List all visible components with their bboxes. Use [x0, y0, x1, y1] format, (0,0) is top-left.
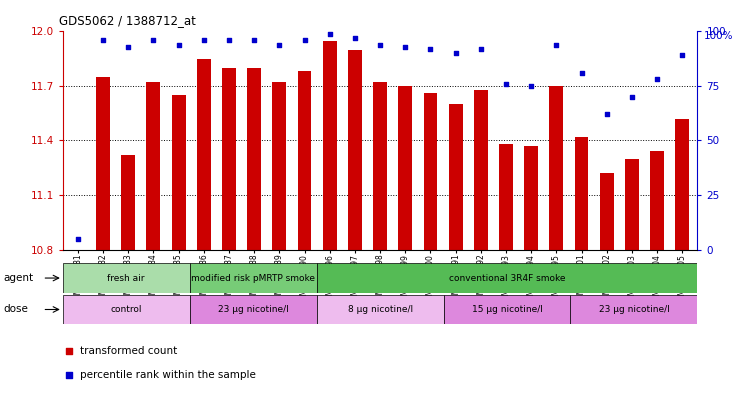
Bar [675, 119, 689, 250]
Point [626, 94, 638, 100]
Bar [146, 82, 160, 250]
Text: fresh air: fresh air [108, 274, 145, 283]
Point [576, 70, 587, 76]
Point [148, 37, 159, 43]
Bar [474, 90, 488, 250]
Bar [96, 77, 110, 250]
Bar [63, 295, 190, 324]
Text: percentile rank within the sample: percentile rank within the sample [80, 370, 256, 380]
Bar [570, 295, 697, 324]
Point [551, 41, 562, 48]
Text: modified risk pMRTP smoke: modified risk pMRTP smoke [191, 274, 315, 283]
Bar [625, 159, 639, 250]
Point [475, 46, 487, 52]
Point [324, 31, 336, 37]
Point [525, 83, 537, 89]
Text: 15 μg nicotine/l: 15 μg nicotine/l [472, 305, 542, 314]
Bar [399, 86, 413, 250]
Point [63, 372, 75, 378]
Bar [323, 40, 337, 250]
Text: dose: dose [4, 304, 29, 314]
Bar [63, 263, 190, 293]
Text: conventional 3R4F smoke: conventional 3R4F smoke [449, 274, 565, 283]
Bar [550, 86, 563, 250]
Point [273, 41, 285, 48]
Point [248, 37, 260, 43]
Text: 100%: 100% [704, 31, 734, 41]
Point [601, 111, 613, 118]
Point [651, 76, 663, 83]
Bar [222, 68, 236, 250]
Text: transformed count: transformed count [80, 346, 177, 356]
Point [349, 35, 361, 41]
Bar [373, 82, 387, 250]
Point [123, 44, 134, 50]
Text: 23 μg nicotine/l: 23 μg nicotine/l [599, 305, 669, 314]
Bar [600, 173, 614, 250]
Bar [348, 50, 362, 250]
Bar [424, 93, 438, 250]
Bar [650, 151, 664, 250]
Point [500, 81, 512, 87]
Point [173, 41, 184, 48]
Point [677, 52, 689, 59]
Bar [172, 95, 185, 250]
Bar [247, 68, 261, 250]
Point [223, 37, 235, 43]
Bar [449, 104, 463, 250]
Bar [197, 59, 210, 250]
Point [299, 37, 311, 43]
Point [374, 41, 386, 48]
Point [424, 46, 436, 52]
Bar [297, 72, 311, 250]
Point [198, 37, 210, 43]
Text: GDS5062 / 1388712_at: GDS5062 / 1388712_at [59, 14, 196, 27]
Bar [575, 137, 588, 250]
Bar [121, 155, 135, 250]
Point [72, 235, 83, 242]
Bar [499, 144, 513, 250]
Bar [317, 263, 697, 293]
Text: 8 μg nicotine/l: 8 μg nicotine/l [348, 305, 413, 314]
Text: agent: agent [4, 273, 34, 283]
Bar [272, 82, 286, 250]
Point [449, 50, 461, 56]
Bar [190, 263, 317, 293]
Point [97, 37, 109, 43]
Point [63, 347, 75, 354]
Bar [317, 295, 444, 324]
Text: 23 μg nicotine/l: 23 μg nicotine/l [218, 305, 289, 314]
Text: control: control [111, 305, 142, 314]
Bar [524, 146, 538, 250]
Bar [444, 295, 570, 324]
Point [399, 44, 411, 50]
Bar [190, 295, 317, 324]
